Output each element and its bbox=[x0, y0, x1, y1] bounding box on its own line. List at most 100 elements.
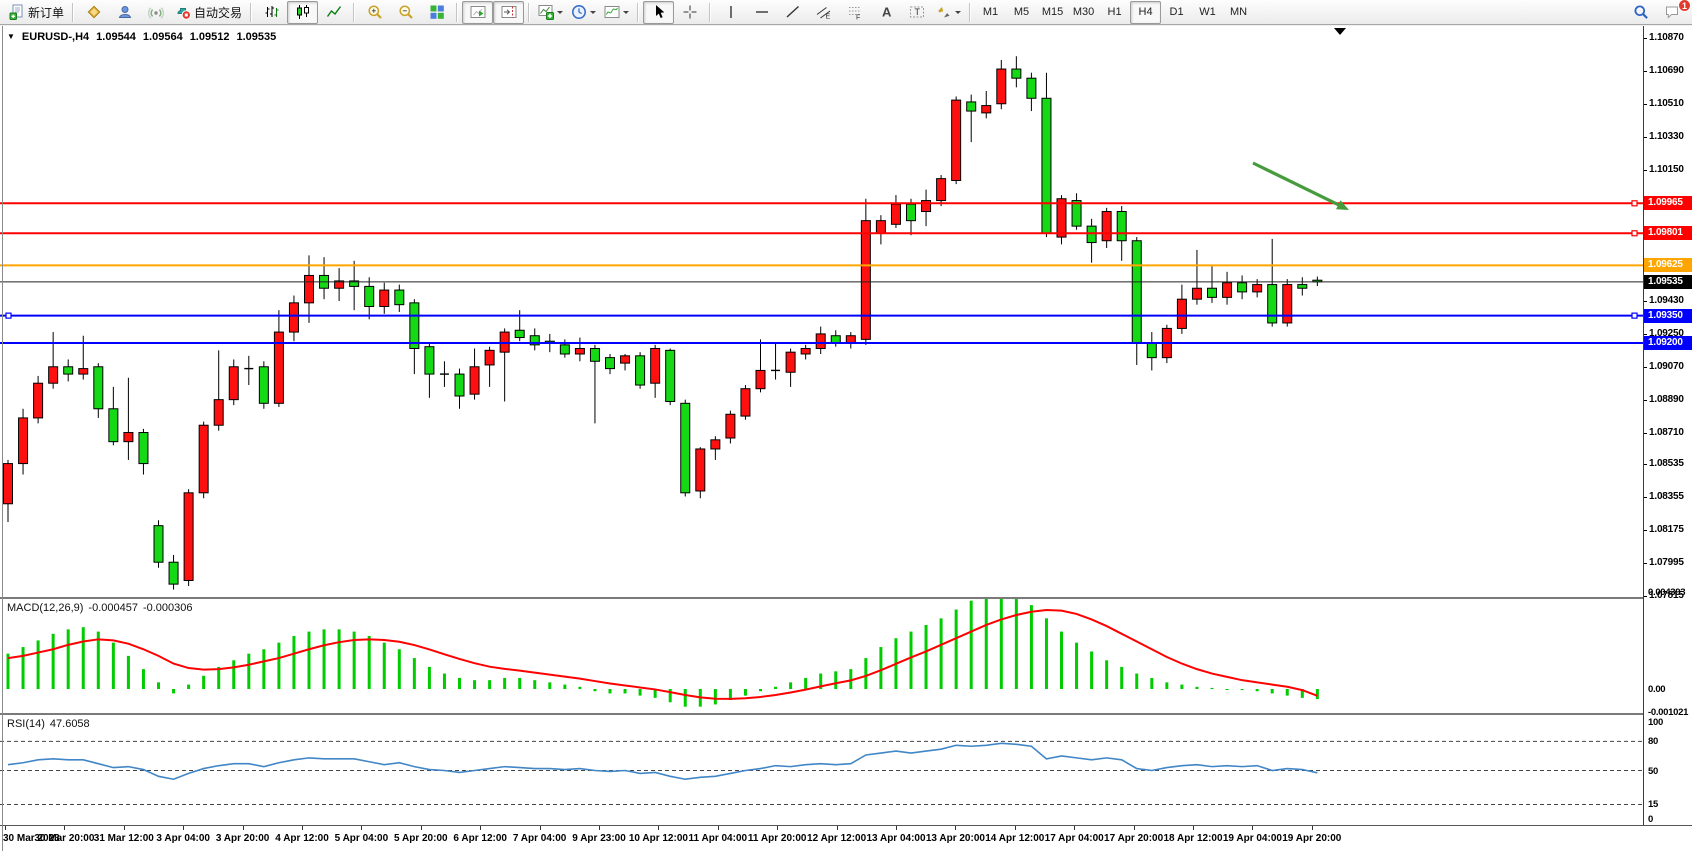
periods-button[interactable] bbox=[567, 1, 600, 24]
toolbar-separator bbox=[456, 2, 459, 22]
tf-d1-button[interactable]: D1 bbox=[1161, 1, 1192, 24]
toolbar-separator bbox=[709, 2, 712, 22]
chart-shift-button[interactable] bbox=[493, 0, 525, 24]
zoom-in-button[interactable] bbox=[359, 1, 390, 24]
svg-text:F: F bbox=[856, 15, 860, 21]
tf-m15-button[interactable]: M15 bbox=[1037, 1, 1068, 24]
svg-text:T: T bbox=[914, 7, 920, 17]
price-tick-mark bbox=[1644, 38, 1647, 39]
price-axis[interactable]: 1.10870 1.10690 1.10510 1.10330 1.10150 1.099… bbox=[1643, 26, 1692, 825]
button-label: M30 bbox=[1072, 6, 1095, 18]
tile-windows-button[interactable] bbox=[421, 1, 452, 24]
auto-scroll-button[interactable] bbox=[462, 0, 494, 24]
crosshair-button[interactable] bbox=[674, 1, 705, 24]
community-button[interactable] bbox=[109, 1, 140, 24]
price-tick-label: 1.08890 bbox=[1649, 393, 1684, 405]
new-order-button[interactable]: 新订单 bbox=[5, 1, 68, 24]
chart-low-value: 1.09512 bbox=[189, 31, 230, 43]
time-tick-label: 4 Apr 12:00 bbox=[275, 833, 329, 844]
time-tick-label: 31 Mar 12:00 bbox=[93, 833, 154, 844]
cursor-button[interactable] bbox=[643, 0, 675, 24]
price-tick-label: 1.09430 bbox=[1649, 295, 1684, 307]
equidistant-channel-button[interactable]: E bbox=[808, 1, 839, 24]
tf-h1-button[interactable]: H1 bbox=[1099, 1, 1130, 24]
tf-m30-button[interactable]: M30 bbox=[1068, 1, 1099, 24]
price-tick-label: 1.08710 bbox=[1649, 426, 1684, 438]
time-tick-mark bbox=[242, 826, 244, 830]
chart-bars-button[interactable] bbox=[256, 1, 287, 24]
macd-panel[interactable]: MACD(12,26,9) -0.000457 -0.000306 bbox=[0, 599, 1643, 713]
toolbar-separator bbox=[250, 2, 253, 22]
tf-mn-button[interactable]: MN bbox=[1223, 1, 1254, 24]
rsi-axis-label: 100 bbox=[1648, 717, 1663, 728]
macd-name: MACD(12,26,9) bbox=[7, 602, 84, 614]
time-tick-label: 17 Apr 20:00 bbox=[1104, 833, 1164, 844]
zoom-in-icon bbox=[367, 4, 383, 20]
price-tick-mark bbox=[1644, 169, 1647, 171]
price-tick-label: 1.10510 bbox=[1649, 97, 1684, 109]
time-axis[interactable]: 30 Mar 2023 30 Mar 20:00 31 Mar 12:00 3 Apr… bbox=[0, 825, 1692, 851]
price-tick-mark bbox=[1644, 301, 1647, 303]
tf-m1-button[interactable]: M1 bbox=[975, 1, 1006, 24]
time-tick-label: 3 Apr 04:00 bbox=[156, 833, 210, 844]
trendline-button[interactable] bbox=[777, 1, 808, 24]
arrows-button[interactable] bbox=[932, 1, 965, 24]
bar-chart-icon bbox=[264, 4, 280, 20]
signals-button[interactable] bbox=[140, 1, 171, 24]
toolbar: 新订单 自动交易 E F A T M1 M5 M15 M30 H1 H4 D1 W1 MN 1 bbox=[0, 0, 1692, 25]
window-edge bbox=[2, 26, 3, 851]
chart-line-button[interactable] bbox=[318, 1, 349, 24]
time-tick-label: 10 Apr 12:00 bbox=[628, 833, 688, 844]
macd-axis-label: -0.001021 bbox=[1648, 706, 1689, 718]
line-chart-icon bbox=[326, 4, 342, 20]
chart-candles-button[interactable] bbox=[287, 0, 319, 24]
fibonacci-button[interactable]: F bbox=[839, 1, 870, 24]
metaquotes-button[interactable] bbox=[78, 1, 109, 24]
button-label: W1 bbox=[1199, 6, 1216, 18]
line-price-label: 1.09625 bbox=[1644, 258, 1692, 273]
main-chart-panel[interactable]: ▼ EURUSD-,H4 1.09544 1.09564 1.09512 1.0… bbox=[0, 26, 1643, 597]
tf-m5-button[interactable]: M5 bbox=[1006, 1, 1037, 24]
price-tick-mark bbox=[1644, 333, 1647, 335]
rsi-header: RSI(14) 47.6058 bbox=[7, 718, 95, 730]
time-tick-label: 19 Apr 04:00 bbox=[1222, 833, 1282, 844]
arrow-object[interactable] bbox=[1252, 161, 1351, 214]
price-tick-mark bbox=[1644, 596, 1647, 597]
line-price-label: 1.09801 bbox=[1644, 226, 1692, 241]
zoom-out-button[interactable] bbox=[390, 1, 421, 24]
horizontal-line-button[interactable] bbox=[746, 1, 777, 24]
chat-button[interactable]: 1 bbox=[1656, 0, 1691, 24]
tile-windows-icon bbox=[429, 4, 445, 20]
button-label: 自动交易 bbox=[194, 5, 243, 20]
rsi-panel[interactable]: RSI(14) 47.6058 bbox=[0, 715, 1643, 825]
time-tick-mark bbox=[1014, 826, 1016, 830]
vertical-line-button[interactable] bbox=[715, 1, 746, 24]
text-button[interactable]: A bbox=[870, 1, 901, 24]
search-button[interactable] bbox=[1625, 1, 1656, 24]
button-label: M1 bbox=[982, 6, 999, 18]
button-label: H1 bbox=[1107, 6, 1122, 18]
tf-h4-button[interactable]: H4 bbox=[1130, 0, 1162, 24]
autotrading-button[interactable]: 自动交易 bbox=[171, 1, 246, 24]
time-tick-label: 11 Apr 04:00 bbox=[688, 833, 748, 844]
panel-splitter[interactable] bbox=[0, 713, 1692, 715]
hline-object-1.09801[interactable] bbox=[0, 230, 1643, 237]
chevron-down-icon bbox=[590, 11, 597, 17]
hline-object-1.09350[interactable] bbox=[0, 312, 1643, 319]
time-tick-mark bbox=[836, 826, 838, 830]
hline-object-1.09965[interactable] bbox=[0, 200, 1643, 207]
svg-text:A: A bbox=[882, 5, 892, 20]
text-label-button[interactable]: T bbox=[901, 1, 932, 24]
button-label: D1 bbox=[1169, 6, 1184, 18]
time-tick-mark bbox=[955, 826, 957, 830]
templates-button[interactable] bbox=[600, 1, 633, 24]
time-tick-mark bbox=[717, 826, 719, 830]
tf-w1-button[interactable]: W1 bbox=[1192, 1, 1223, 24]
indicators-button[interactable] bbox=[534, 1, 567, 24]
text-label-icon: T bbox=[909, 4, 925, 20]
button-label: M5 bbox=[1013, 6, 1030, 18]
autotrading-icon bbox=[175, 4, 192, 20]
time-tick-label: 11 Apr 20:00 bbox=[747, 833, 807, 844]
panel-splitter[interactable] bbox=[0, 597, 1692, 599]
chart-dropdown-icon[interactable]: ▼ bbox=[7, 32, 15, 41]
